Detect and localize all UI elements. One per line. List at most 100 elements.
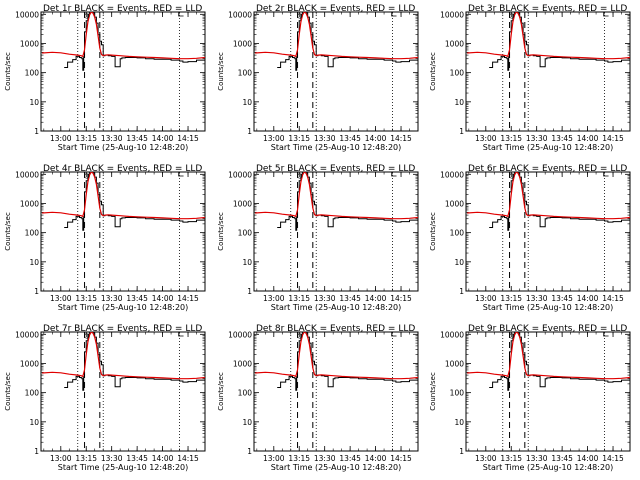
x-tick-label: 13:45 bbox=[551, 294, 573, 303]
x-tick-label: 13:15 bbox=[75, 134, 97, 143]
y-tick-label: 100 bbox=[450, 389, 465, 398]
x-tick-label: 13:30 bbox=[314, 454, 336, 463]
x-tick-label: 14:15 bbox=[390, 294, 412, 303]
y-tick-label: 10 bbox=[454, 98, 464, 107]
panel-title: Det 9r BLACK = Events, RED = LLD bbox=[468, 324, 627, 334]
y-tick-label: 1 bbox=[459, 287, 464, 296]
y-tick-label: 10 bbox=[454, 418, 464, 427]
y-tick-label: 10 bbox=[242, 418, 252, 427]
panel-1: Det 1r BLACK = Events, RED = LLD 1 10 100 10… bbox=[4, 4, 206, 152]
lld-series-line bbox=[467, 172, 630, 220]
y-tick-label: 10000 bbox=[228, 10, 252, 19]
x-axis-label: Start Time (25-Aug-10 12:48:20) bbox=[58, 143, 189, 152]
x-tick-label: 13:15 bbox=[75, 294, 97, 303]
lld-series-line bbox=[255, 12, 418, 60]
x-tick-label: 13:30 bbox=[526, 454, 548, 463]
x-tick-label: 14:15 bbox=[177, 134, 199, 143]
y-axis-label: Counts/sec bbox=[4, 372, 12, 411]
panel-title: Det 6r BLACK = Events, RED = LLD bbox=[468, 164, 627, 174]
events-series-line bbox=[489, 12, 630, 71]
y-tick-label: 10000 bbox=[15, 330, 39, 339]
lld-series-line bbox=[42, 172, 205, 220]
x-tick-label: 13:00 bbox=[263, 454, 285, 463]
y-tick-label: 1000 bbox=[445, 199, 464, 208]
y-tick-label: 10000 bbox=[440, 170, 464, 179]
x-tick-label: 13:00 bbox=[475, 294, 497, 303]
y-tick-label: 100 bbox=[238, 229, 253, 238]
y-tick-label: 1000 bbox=[233, 199, 252, 208]
state-marker bbox=[391, 332, 397, 337]
y-tick-label: 1 bbox=[34, 127, 39, 136]
x-tick-label: 13:15 bbox=[288, 294, 310, 303]
state-marker bbox=[603, 12, 609, 17]
y-tick-label: 10 bbox=[29, 418, 39, 427]
y-tick-label: 10000 bbox=[15, 170, 39, 179]
x-tick-label: 13:45 bbox=[551, 134, 573, 143]
x-axis-label: Start Time (25-Aug-10 12:48:20) bbox=[483, 143, 614, 152]
y-tick-label: 1000 bbox=[20, 39, 39, 48]
panel-7: Det 7r BLACK = Events, RED = LLD 1 10 100 10… bbox=[4, 324, 206, 472]
x-tick-label: 13:15 bbox=[75, 454, 97, 463]
x-tick-label: 14:15 bbox=[177, 294, 199, 303]
x-tick-label: 13:30 bbox=[314, 134, 336, 143]
y-tick-label: 100 bbox=[238, 389, 253, 398]
plot-frame bbox=[253, 331, 419, 452]
x-tick-label: 14:00 bbox=[152, 454, 174, 463]
y-tick-label: 1000 bbox=[445, 359, 464, 368]
x-tick-label: 13:15 bbox=[500, 294, 522, 303]
events-series-line bbox=[277, 172, 418, 231]
events-series-line bbox=[64, 172, 205, 231]
y-tick-label: 10 bbox=[242, 258, 252, 267]
plot-frame bbox=[40, 331, 206, 452]
x-tick-label: 13:00 bbox=[263, 294, 285, 303]
x-tick-label: 13:15 bbox=[500, 134, 522, 143]
y-tick-label: 10000 bbox=[440, 330, 464, 339]
x-tick-label: 14:00 bbox=[577, 134, 599, 143]
y-tick-label: 10 bbox=[29, 98, 39, 107]
x-tick-label: 14:00 bbox=[152, 294, 174, 303]
lld-series-line bbox=[255, 332, 418, 380]
y-tick-label: 1000 bbox=[233, 39, 252, 48]
x-tick-label: 13:15 bbox=[500, 454, 522, 463]
y-tick-label: 1 bbox=[247, 287, 252, 296]
y-tick-label: 10 bbox=[242, 98, 252, 107]
lld-series-line bbox=[467, 12, 630, 60]
x-tick-label: 14:15 bbox=[177, 454, 199, 463]
y-tick-label: 100 bbox=[238, 69, 253, 78]
panel-9: Det 9r BLACK = Events, RED = LLD 1 10 100 10… bbox=[429, 324, 631, 472]
state-marker bbox=[297, 13, 303, 19]
x-axis-label: Start Time (25-Aug-10 12:48:20) bbox=[483, 303, 614, 312]
x-tick-label: 13:00 bbox=[263, 134, 285, 143]
panel-5: Det 5r BLACK = Events, RED = LLD 1 10 100 10… bbox=[217, 164, 419, 312]
x-tick-label: 13:30 bbox=[526, 294, 548, 303]
x-tick-label: 13:45 bbox=[339, 134, 361, 143]
x-tick-label: 13:00 bbox=[475, 134, 497, 143]
y-tick-label: 1 bbox=[459, 447, 464, 456]
y-axis-label: Counts/sec bbox=[429, 372, 437, 411]
x-tick-label: 13:45 bbox=[551, 454, 573, 463]
y-tick-label: 100 bbox=[25, 389, 40, 398]
plot-frame bbox=[465, 11, 631, 132]
y-axis-label: Counts/sec bbox=[217, 212, 225, 251]
panel-4: Det 4r BLACK = Events, RED = LLD 1 10 100 10… bbox=[4, 164, 206, 312]
x-tick-label: 14:15 bbox=[602, 294, 624, 303]
plot-frame bbox=[40, 11, 206, 132]
plot-frame bbox=[465, 171, 631, 292]
lld-series-line bbox=[467, 332, 630, 380]
x-tick-label: 14:15 bbox=[390, 454, 412, 463]
y-tick-label: 10000 bbox=[228, 170, 252, 179]
x-tick-label: 14:15 bbox=[602, 134, 624, 143]
x-tick-label: 13:00 bbox=[475, 454, 497, 463]
x-axis-label: Start Time (25-Aug-10 12:48:20) bbox=[271, 463, 402, 472]
y-tick-label: 100 bbox=[450, 229, 465, 238]
panel-title: Det 7r BLACK = Events, RED = LLD bbox=[43, 324, 202, 334]
y-tick-label: 10000 bbox=[228, 330, 252, 339]
y-tick-label: 1 bbox=[459, 127, 464, 136]
x-tick-label: 13:45 bbox=[126, 294, 148, 303]
y-axis-label: Counts/sec bbox=[4, 212, 12, 251]
y-tick-label: 1000 bbox=[20, 199, 39, 208]
y-tick-label: 10 bbox=[29, 258, 39, 267]
plot-frame bbox=[465, 331, 631, 452]
x-tick-label: 13:45 bbox=[339, 294, 361, 303]
